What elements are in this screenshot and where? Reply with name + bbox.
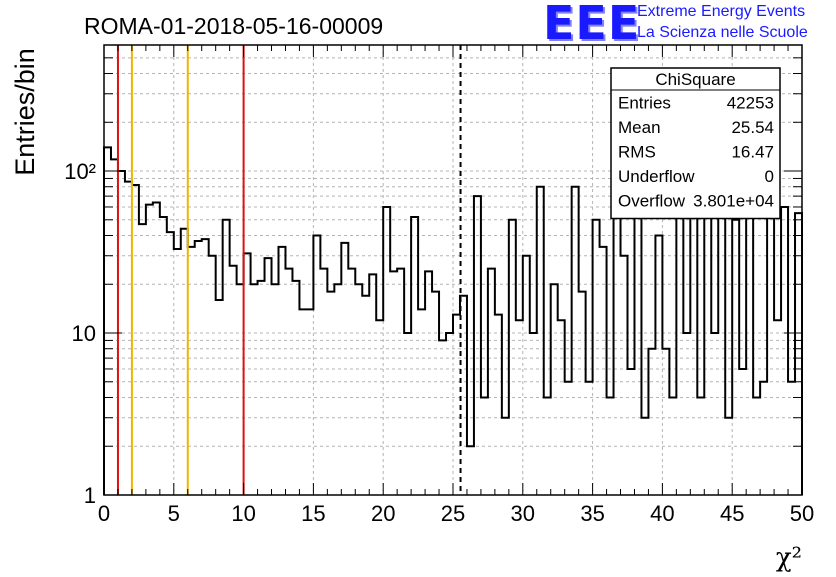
y-tick-label: 1	[84, 483, 96, 508]
stats-box-title: ChiSquare	[655, 70, 735, 89]
reference-lines	[116, 45, 462, 495]
stats-row-label: Mean	[618, 118, 661, 137]
axes: 0 5 10 15 20 25 30 35 40 45 50 1 10 10²	[64, 44, 814, 526]
x-tick-label: 30	[511, 501, 535, 526]
eee-logo: EEE	[543, 0, 641, 50]
x-tick-label: 35	[580, 501, 604, 526]
stats-row-label: Overflow	[618, 192, 686, 211]
stats-box: ChiSquare Entries 42253 Mean 25.54 RMS 16.47 Un…	[610, 67, 781, 220]
stats-row-value: 0	[765, 167, 774, 186]
run-title: ROMA-01-2018-05-16-00009	[84, 13, 383, 39]
logo-line-1: Extreme Energy Events	[637, 3, 806, 20]
x-tick-label: 45	[720, 501, 744, 526]
stats-row-value: 3.801e+04	[693, 192, 774, 211]
stats-row-value: 42253	[727, 94, 774, 113]
x-tick-label: 15	[301, 501, 325, 526]
stats-row-label: Underflow	[618, 167, 695, 186]
x-tick-label: 50	[790, 501, 814, 526]
grid	[104, 45, 802, 495]
x-tick-label: 25	[441, 501, 465, 526]
logo-line-2: La Scienza nelle Scuole	[637, 24, 808, 41]
stats-row-value: 16.47	[731, 143, 774, 162]
x-tick-label: 10	[231, 501, 255, 526]
x-axis-label: χ²	[776, 543, 802, 572]
x-tick-label: 5	[168, 501, 180, 526]
x-tick-label: 0	[98, 501, 110, 526]
x-tick-label: 40	[650, 501, 674, 526]
y-tick-label: 10	[72, 321, 96, 346]
x-tick-label: 20	[371, 501, 395, 526]
y-tick-label: 10²	[64, 159, 96, 184]
y-axis-label: Entries/bin	[10, 48, 40, 176]
stats-box-frame	[610, 67, 781, 220]
histogram-line	[103, 146, 803, 495]
stats-row-label: Entries	[618, 94, 671, 113]
histogram-series	[103, 146, 803, 495]
stats-row-label: RMS	[618, 143, 656, 162]
stats-row-value: 25.54	[731, 118, 774, 137]
